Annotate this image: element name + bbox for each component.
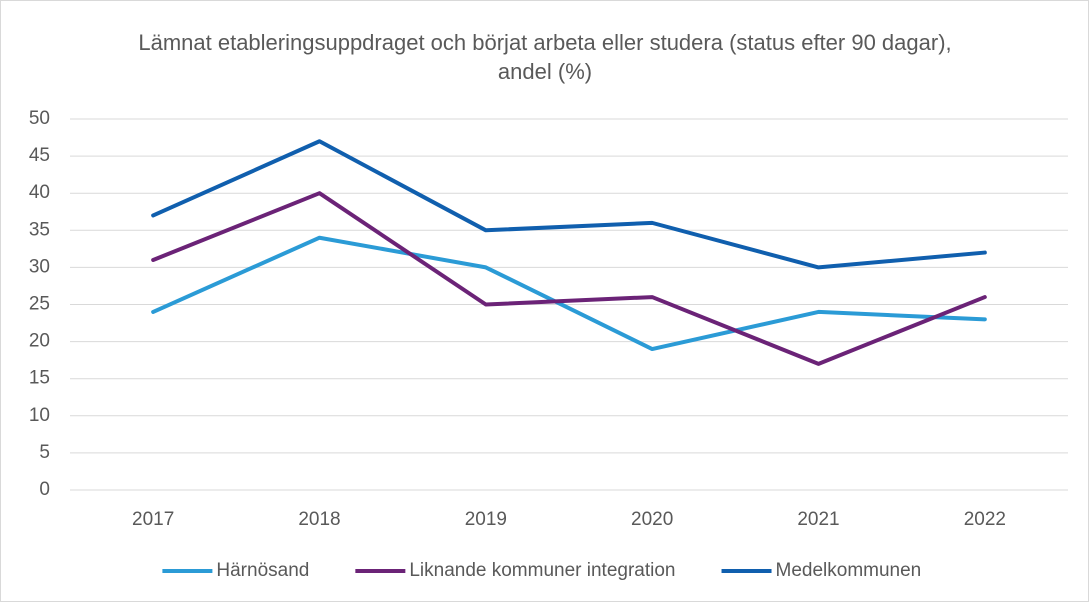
- x-tick-label: 2019: [465, 509, 507, 530]
- x-tick-label: 2018: [298, 509, 340, 530]
- y-tick-label: 45: [29, 145, 50, 166]
- y-tick-label: 35: [29, 219, 50, 240]
- series-line: [151, 235, 987, 352]
- x-tick-label: 2020: [631, 509, 673, 530]
- chart-title: Lämnat etableringsuppdraget och börjat a…: [138, 30, 952, 84]
- y-tick-label: 50: [29, 108, 50, 129]
- x-tick-label: 2021: [797, 509, 839, 530]
- legend-label: Liknande kommuner integration: [409, 560, 675, 581]
- legend-label: Medelkommunen: [776, 560, 922, 581]
- y-tick-label: 20: [29, 331, 50, 352]
- y-tick-label: 15: [29, 368, 50, 389]
- x-tick-label: 2017: [132, 509, 174, 530]
- x-tick-label: 2022: [964, 509, 1006, 530]
- y-tick-label: 30: [29, 256, 50, 277]
- y-tick-label: 0: [39, 479, 50, 500]
- y-tick-label: 10: [29, 405, 50, 426]
- series-line: [151, 191, 987, 366]
- legend-label: Härnösand: [216, 560, 309, 581]
- y-tick-label: 5: [39, 442, 50, 463]
- y-tick-label: 25: [29, 294, 50, 315]
- series-line: [151, 139, 987, 270]
- y-tick-label: 40: [29, 182, 50, 203]
